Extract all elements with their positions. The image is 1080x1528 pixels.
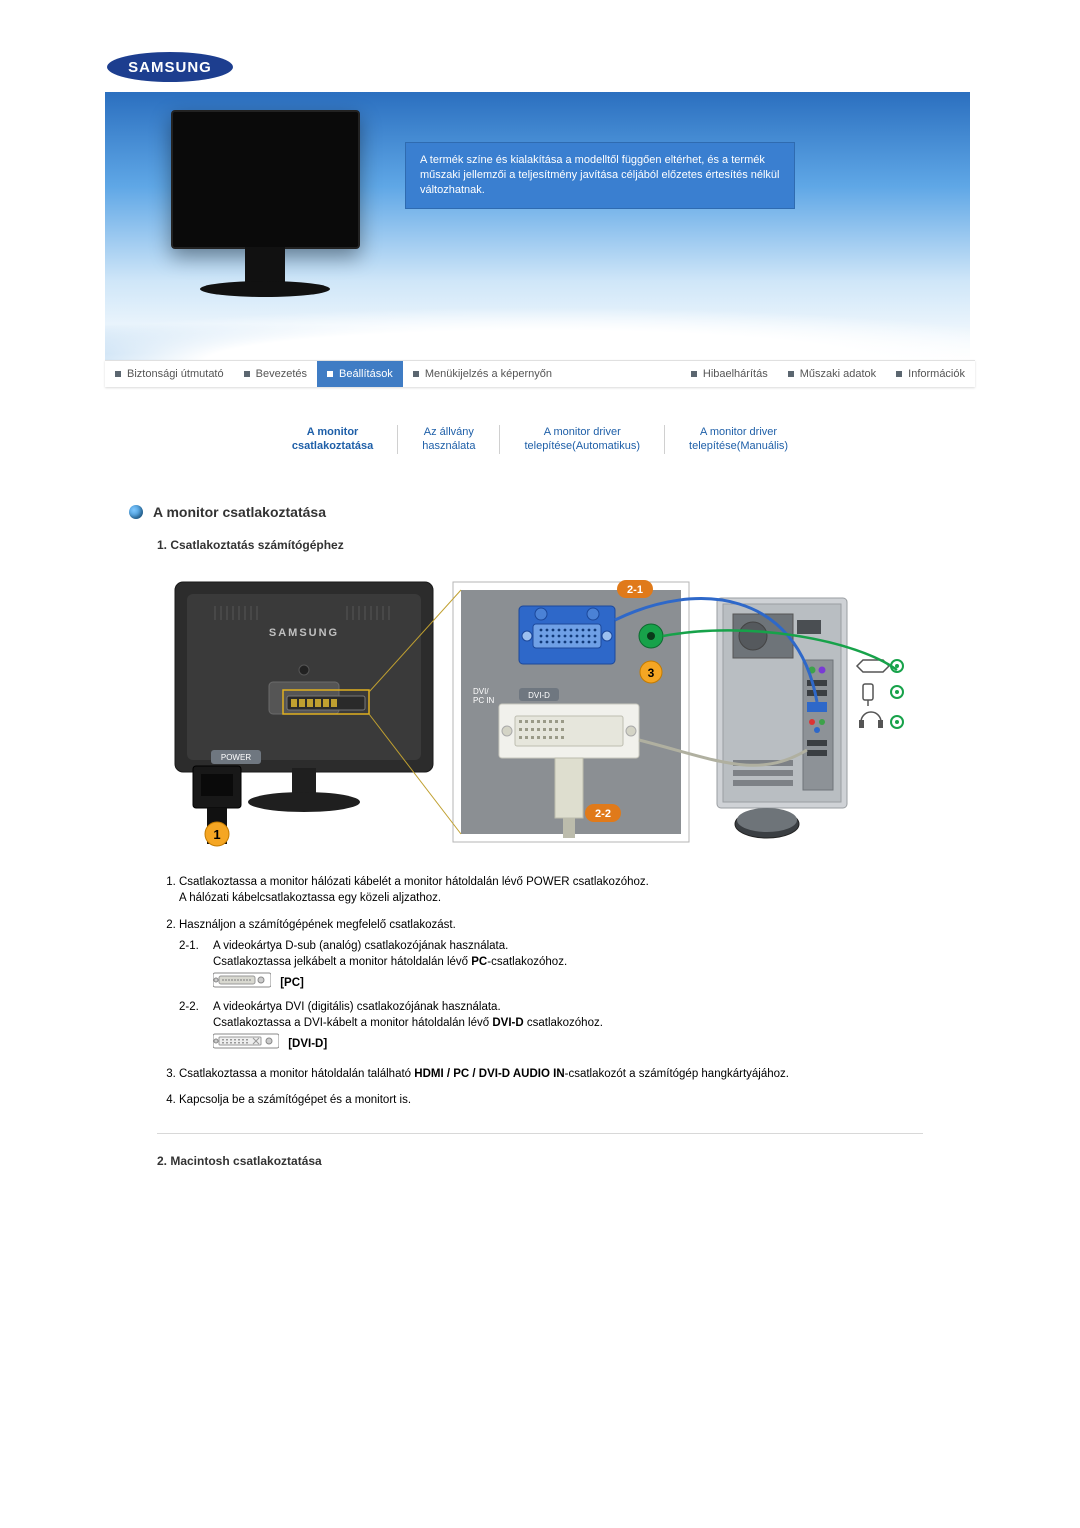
step-text: Csatlakoztassa jelkábelt a monitor hátol… xyxy=(213,956,471,968)
nav-troubleshoot[interactable]: Hibaelhárítás xyxy=(681,361,778,387)
step-text: Csatlakoztassa a monitor hátoldalán talá… xyxy=(179,1068,414,1080)
step-2: Használjon a számítógépének megfelelő cs… xyxy=(179,917,951,1056)
svg-text:SAMSUNG: SAMSUNG xyxy=(269,627,339,639)
step-4: Kapcsolja be a számítógépet és a monitor… xyxy=(179,1092,951,1109)
nav-settings[interactable]: Beállítások xyxy=(317,361,403,387)
step-text: csatlakozóhoz. xyxy=(524,1017,603,1029)
page: SAMSUNG A termék színe és kialakítása a … xyxy=(75,0,1005,1236)
nav-info[interactable]: Információk xyxy=(886,361,975,387)
step-text: A videokártya DVI (digitális) csatlakozó… xyxy=(213,1001,501,1013)
steps-list: Csatlakoztassa a monitor hálózati kábelé… xyxy=(157,874,951,1109)
step-2-1: 2-1. A videokártya D-sub (analóg) csatla… xyxy=(179,938,951,995)
step-2-2: 2-2. A videokártya DVI (digitális) csatl… xyxy=(179,999,951,1056)
hero-note: A termék színe és kialakítása a modelltő… xyxy=(405,142,795,209)
samsung-logo: SAMSUNG xyxy=(105,50,975,84)
content: A monitor csatlakoztatása 1. Csatlakozta… xyxy=(105,504,975,1168)
nav-label: Műszaki adatok xyxy=(800,368,876,380)
subnav-line: csatlakoztatása xyxy=(292,439,373,453)
step-text: Kapcsolja be a számítógépet és a monitor… xyxy=(179,1094,411,1106)
nav-label: Információk xyxy=(908,368,965,380)
sub-nav: A monitor csatlakoztatása Az állvány has… xyxy=(105,425,975,454)
bullet-icon xyxy=(129,505,143,519)
svg-text:1: 1 xyxy=(213,827,220,842)
nav-label: Hibaelhárítás xyxy=(703,368,768,380)
svg-text:3: 3 xyxy=(648,666,655,680)
step-bold: DVI-D xyxy=(492,1017,523,1029)
subnav-connect-monitor[interactable]: A monitor csatlakoztatása xyxy=(268,425,398,454)
step-text: A videokártya D-sub (analóg) csatlakozój… xyxy=(213,940,508,952)
step-1: Csatlakoztassa a monitor hálózati kábelé… xyxy=(179,874,951,907)
svg-text:DVI-D: DVI-D xyxy=(528,691,550,700)
subnav-line: Az állvány xyxy=(422,425,475,439)
dvi-connector-icon xyxy=(213,1032,279,1056)
nav-label: Biztonsági útmutató xyxy=(127,368,224,380)
svg-text:2-2: 2-2 xyxy=(595,808,611,820)
divider xyxy=(157,1133,923,1134)
step-text: Használjon a számítógépének megfelelő cs… xyxy=(179,919,456,931)
svg-text:PC IN: PC IN xyxy=(473,696,495,705)
connector-label: [PC] xyxy=(280,977,304,989)
subnav-driver-manual[interactable]: A monitor driver telepítése(Manuális) xyxy=(665,425,812,454)
nav-specs[interactable]: Műszaki adatok xyxy=(778,361,886,387)
subnav-driver-auto[interactable]: A monitor driver telepítése(Automatikus) xyxy=(500,425,665,454)
substep-num: 2-2. xyxy=(179,999,213,1056)
svg-text:DVI/: DVI/ xyxy=(473,687,489,696)
step-text: Csatlakoztassa a DVI-kábelt a monitor há… xyxy=(213,1017,492,1029)
nav-label: Menükijelzés a képernyőn xyxy=(425,368,552,380)
svg-text:2-1: 2-1 xyxy=(627,584,643,596)
hero-banner: A termék színe és kialakítása a modelltő… xyxy=(105,92,970,362)
subnav-line: használata xyxy=(422,439,475,453)
section-title: A monitor csatlakoztatása xyxy=(153,504,326,520)
section-title-row: A monitor csatlakoztatása xyxy=(129,504,951,520)
connector-label: [DVI-D] xyxy=(288,1038,327,1050)
nav-intro[interactable]: Bevezetés xyxy=(234,361,317,387)
subnav-stand[interactable]: Az állvány használata xyxy=(398,425,500,454)
subsection-1-title: 1. Csatlakoztatás számítógéphez xyxy=(157,538,951,552)
nav-safety[interactable]: Biztonsági útmutató xyxy=(105,361,234,387)
subnav-line: telepítése(Manuális) xyxy=(689,439,788,453)
step-bold: HDMI / PC / DVI-D AUDIO IN xyxy=(414,1068,564,1080)
step-text: -csatlakozóhoz. xyxy=(487,956,567,968)
connection-diagram: SAMSUNG POWER xyxy=(157,570,932,854)
subnav-line: telepítése(Automatikus) xyxy=(524,439,640,453)
nav-label: Beállítások xyxy=(339,368,393,380)
substep-num: 2-1. xyxy=(179,938,213,995)
logo-text: SAMSUNG xyxy=(128,59,212,76)
main-nav: Biztonsági útmutató Bevezetés Beállításo… xyxy=(105,360,975,387)
monitor-back: SAMSUNG POWER xyxy=(175,582,433,846)
subsection-2-title: 2. Macintosh csatlakoztatása xyxy=(157,1154,951,1168)
step-text: Csatlakoztassa a monitor hálózati kábelé… xyxy=(179,876,649,888)
step-text: -csatlakozót a számítógép hangkártyájáho… xyxy=(565,1068,789,1080)
step-bold: PC xyxy=(471,956,487,968)
subnav-line: A monitor driver xyxy=(689,425,788,439)
zoom-panel: DVI/ PC IN xyxy=(453,580,689,842)
subnav-line: A monitor driver xyxy=(524,425,640,439)
vga-connector-icon xyxy=(213,971,271,995)
subnav-line: A monitor xyxy=(292,425,373,439)
step-3: Csatlakoztassa a monitor hátoldalán talá… xyxy=(179,1066,951,1083)
nav-label: Bevezetés xyxy=(256,368,307,380)
svg-text:POWER: POWER xyxy=(221,753,251,762)
nav-osd[interactable]: Menükijelzés a képernyőn xyxy=(403,361,562,387)
step-text: A hálózati kábelcsatlakoztassa egy közel… xyxy=(179,892,441,904)
